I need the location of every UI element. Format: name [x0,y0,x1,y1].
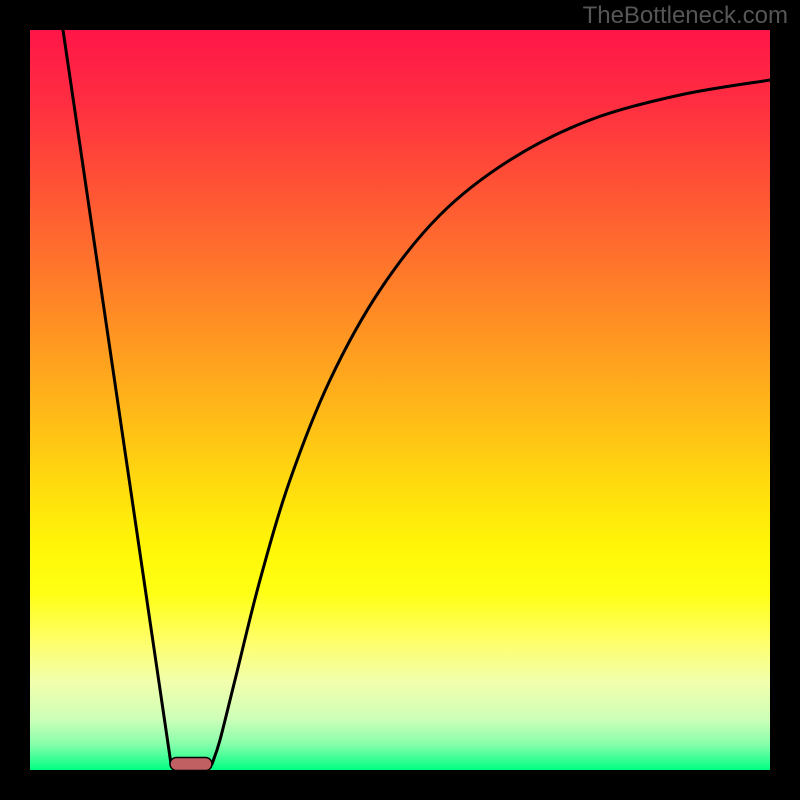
watermark-text: TheBottleneck.com [583,2,788,30]
optimal-marker [170,758,212,771]
bottleneck-chart-svg [0,0,800,800]
plot-area [30,30,770,770]
chart-frame: TheBottleneck.com [0,0,800,800]
